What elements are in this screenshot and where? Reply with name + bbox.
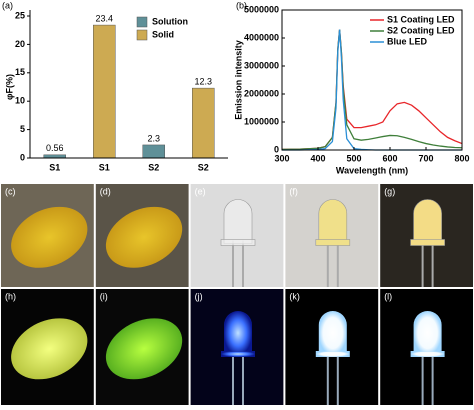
- photo: (e): [190, 184, 284, 287]
- y-tick-label: 5000000: [244, 4, 279, 14]
- x-tick-label: 600: [382, 153, 397, 163]
- led-rim: [315, 239, 351, 246]
- y-tick-label: 1000000: [244, 116, 279, 126]
- powder-pile: [11, 206, 88, 268]
- value-label: 23.4: [95, 13, 113, 23]
- panel-label: (g): [384, 186, 395, 196]
- legend-label: Solid: [152, 29, 174, 39]
- photo: (h): [1, 289, 94, 405]
- line: [282, 29, 462, 151]
- photo: (k): [285, 289, 379, 405]
- legend-label: Solution: [152, 16, 188, 26]
- panel-label: (d): [100, 186, 111, 196]
- led-body: [318, 199, 348, 244]
- legend-swatch: [136, 16, 148, 28]
- x-axis-label: Wavelength (nm): [336, 165, 408, 175]
- panel-label: (c): [5, 186, 16, 196]
- led-body: [413, 199, 442, 244]
- line: [281, 29, 463, 151]
- powder-pile: [105, 318, 183, 380]
- legend-swatch: [136, 29, 148, 41]
- led-rim: [410, 351, 445, 357]
- value-label: 12.3: [194, 77, 212, 87]
- led-body: [413, 311, 442, 355]
- y-axis-label: Emission intensity: [233, 40, 243, 120]
- led-rim: [410, 239, 445, 246]
- y-tick-label: 5: [20, 124, 25, 134]
- x-tick-label: 700: [418, 153, 433, 163]
- legend-label: S1 Coating LED: [387, 14, 455, 24]
- x-tick-label: S2: [198, 162, 209, 172]
- value-label: 2.3: [147, 133, 160, 143]
- line: [281, 29, 463, 151]
- powder-pile: [11, 318, 88, 380]
- x-tick-label: 400: [310, 153, 325, 163]
- photo: (g): [380, 184, 473, 287]
- panel-label: (f): [289, 186, 298, 196]
- y-tick-label: 4000000: [244, 32, 279, 42]
- x-tick-label: S1: [49, 162, 60, 172]
- legend-label: Blue LED: [387, 36, 428, 46]
- powder-pile: [105, 206, 183, 268]
- panel-label: (h): [5, 291, 16, 301]
- photo: (j): [190, 289, 284, 405]
- bar: [93, 24, 116, 159]
- photo: (d): [95, 184, 189, 287]
- x-tick-label: S2: [148, 162, 159, 172]
- axis: [29, 10, 228, 159]
- photo: (l): [380, 289, 473, 405]
- x-tick-label: 500: [346, 153, 361, 163]
- photo: (i): [95, 289, 189, 405]
- y-tick-label: 3000000: [244, 60, 279, 70]
- led-rim: [221, 351, 255, 357]
- y-tick-label: 2000000: [244, 88, 279, 98]
- bar: [142, 144, 165, 159]
- y-tick-label: 20: [15, 39, 25, 49]
- led-body: [224, 311, 252, 355]
- panel-label: (j): [195, 291, 203, 301]
- value-label: 0.56: [46, 143, 64, 153]
- y-tick-label: 10: [15, 96, 25, 106]
- x-tick-label: S1: [99, 162, 110, 172]
- panel-label: (b): [236, 0, 247, 10]
- x-tick-label: 800: [454, 153, 469, 163]
- bar: [192, 87, 215, 159]
- legend-label: S2 Coating LED: [387, 25, 455, 35]
- panel-label: (i): [100, 291, 108, 301]
- led-body: [223, 199, 253, 244]
- photo: (c): [1, 184, 94, 287]
- panel-label: (a): [2, 0, 13, 10]
- y-tick-label: 0: [20, 152, 25, 162]
- plot-frame: [281, 9, 463, 151]
- y-tick-label: 25: [15, 10, 25, 20]
- y-tick-label: 0: [274, 144, 279, 154]
- y-axis-label: φF(%): [4, 74, 14, 100]
- led-body: [318, 311, 347, 355]
- led-rim: [315, 351, 350, 357]
- y-tick-label: 15: [15, 67, 25, 77]
- panel-label: (k): [289, 291, 300, 301]
- panel-label: (e): [195, 186, 206, 196]
- led-rim: [220, 239, 256, 246]
- x-tick-label: 300: [274, 153, 289, 163]
- panel-label: (l): [384, 291, 392, 301]
- photo: (f): [285, 184, 379, 287]
